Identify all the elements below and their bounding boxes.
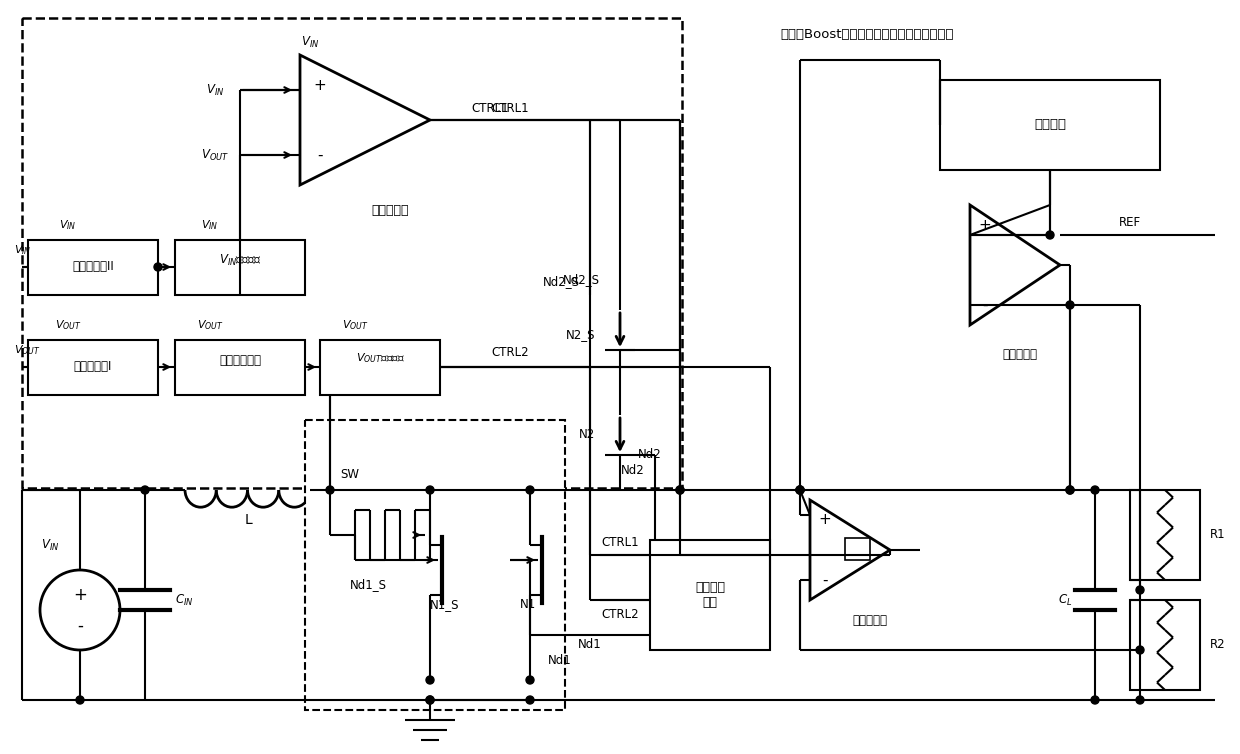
Bar [175, 240, 305, 295]
Text: -: - [77, 617, 83, 635]
Text: $V_{OUT}$: $V_{OUT}$ [342, 318, 368, 332]
Text: 迟滞比较器: 迟滞比较器 [853, 614, 888, 627]
Bar [650, 540, 770, 650]
Circle shape [326, 486, 334, 494]
Text: 数字控制
电路: 数字控制 电路 [694, 581, 725, 609]
Bar [29, 340, 157, 395]
Text: 低压振荡器II: 低压振荡器II [72, 260, 114, 274]
Text: CTRL2: CTRL2 [491, 347, 528, 360]
Text: N1_S: N1_S [430, 599, 460, 611]
Polygon shape [970, 205, 1060, 325]
Circle shape [1091, 486, 1099, 494]
Circle shape [676, 486, 684, 494]
Circle shape [796, 486, 804, 494]
Circle shape [427, 696, 434, 704]
Text: $V_{IN}$: $V_{IN}$ [60, 218, 77, 232]
Text: Nd2_S: Nd2_S [563, 274, 600, 287]
Text: $V_{IN}$: $V_{IN}$ [201, 218, 218, 232]
Text: N2_S: N2_S [565, 329, 595, 342]
Text: +: + [314, 78, 326, 93]
Text: Nd1: Nd1 [548, 654, 572, 667]
Text: -: - [822, 572, 828, 587]
Text: N1: N1 [520, 599, 536, 611]
Text: CTRL1: CTRL1 [491, 102, 528, 115]
Text: N2: N2 [579, 428, 595, 442]
Circle shape [796, 486, 804, 494]
Circle shape [796, 486, 804, 494]
Text: 低压比较器: 低压比较器 [371, 204, 409, 216]
Text: $V_{IN}$: $V_{IN}$ [14, 243, 31, 257]
Text: L: L [244, 513, 252, 527]
Circle shape [40, 570, 120, 650]
Circle shape [1091, 696, 1099, 704]
Text: Nd1: Nd1 [578, 639, 601, 651]
Text: $V_{IN}$: $V_{IN}$ [41, 538, 60, 553]
Text: R2: R2 [1210, 639, 1225, 651]
Circle shape [141, 486, 149, 494]
Text: Nd2_S: Nd2_S [543, 275, 580, 289]
Text: $V_{OUT}$: $V_{OUT}$ [197, 318, 223, 332]
Text: Nd2: Nd2 [621, 464, 645, 477]
Text: $C_L$: $C_L$ [1058, 593, 1073, 608]
Circle shape [526, 676, 534, 684]
Circle shape [1136, 646, 1145, 654]
Circle shape [1066, 486, 1074, 494]
Text: +: + [818, 513, 831, 528]
Bar [305, 420, 565, 710]
Bar [175, 340, 305, 395]
Text: +: + [73, 586, 87, 604]
Circle shape [427, 676, 434, 684]
Text: $V_{OUT}$检测电路: $V_{OUT}$检测电路 [356, 351, 404, 365]
Text: 电流检测: 电流检测 [1034, 118, 1066, 131]
Text: $V_{IN}$: $V_{IN}$ [301, 35, 319, 50]
Circle shape [1066, 486, 1074, 494]
Polygon shape [810, 500, 890, 600]
Circle shape [1136, 586, 1145, 594]
Circle shape [427, 696, 434, 704]
Circle shape [427, 486, 434, 494]
Text: 应用于Boost转换器的近阈值电压自启动电路: 应用于Boost转换器的近阈值电压自启动电路 [780, 28, 954, 41]
Text: Nd2: Nd2 [639, 449, 662, 461]
Text: -: - [317, 148, 322, 163]
Text: -: - [982, 298, 988, 312]
Bar [1130, 600, 1200, 690]
Polygon shape [300, 55, 430, 185]
Text: Nd1_S: Nd1_S [350, 578, 387, 591]
Circle shape [526, 696, 534, 704]
Circle shape [676, 486, 684, 494]
Circle shape [76, 696, 84, 704]
Circle shape [154, 263, 162, 271]
Text: $C_{IN}$: $C_{IN}$ [175, 593, 193, 608]
Bar [29, 240, 157, 295]
Bar [940, 80, 1159, 170]
Text: $V_{OUT}$: $V_{OUT}$ [201, 148, 229, 163]
Text: 误差放大器: 误差放大器 [1002, 348, 1038, 361]
Text: SW: SW [341, 468, 360, 482]
Text: 时钟倍压电路: 时钟倍压电路 [219, 354, 260, 366]
Circle shape [1066, 301, 1074, 309]
Text: $V_{IN}$倍压电路: $V_{IN}$倍压电路 [218, 253, 262, 268]
Text: $V_{OUT}$: $V_{OUT}$ [14, 343, 41, 357]
Bar [1130, 490, 1200, 580]
Circle shape [1047, 231, 1054, 239]
Text: $V_{IN}$: $V_{IN}$ [206, 82, 224, 97]
Bar [844, 538, 870, 560]
Text: 低压振荡器I: 低压振荡器I [74, 360, 112, 373]
Text: CTRL2: CTRL2 [601, 608, 639, 621]
Circle shape [526, 486, 534, 494]
Text: CTRL1: CTRL1 [601, 535, 639, 548]
Circle shape [1136, 696, 1145, 704]
Bar [22, 18, 682, 488]
Bar [320, 340, 440, 395]
Text: CTRL1: CTRL1 [471, 102, 508, 115]
Text: $V_{OUT}$: $V_{OUT}$ [55, 318, 82, 332]
Text: +: + [978, 217, 991, 232]
Circle shape [326, 486, 334, 494]
Text: R1: R1 [1210, 529, 1225, 541]
Text: REF: REF [1118, 216, 1141, 228]
